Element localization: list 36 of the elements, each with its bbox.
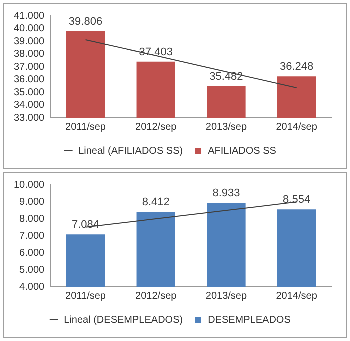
y-tick-label: 37.000 [14, 62, 46, 73]
legend-label: DESEMPLEADOS [208, 314, 292, 326]
legend-label: Lineal (AFILIADOS SS) [78, 146, 184, 157]
x-tick-label: 2014/sep [276, 122, 318, 133]
y-tick-label: 36.000 [14, 74, 46, 86]
y-tick-label: 8.000 [20, 214, 46, 225]
y-tick-label: 39.000 [14, 36, 46, 48]
data-label: 8.554 [283, 194, 311, 206]
data-label: 7.084 [72, 219, 100, 232]
legend-label: Lineal (DESEMPLEADOS) [64, 314, 184, 326]
x-tick-label: 2012/sep [136, 122, 178, 133]
y-tick-label: 40.000 [14, 24, 46, 34]
data-label: 37.403 [139, 46, 173, 58]
y-tick-label: 10.000 [14, 180, 46, 191]
data-label: 8.412 [142, 196, 170, 209]
x-tick-label: 2011/sep [66, 122, 106, 133]
y-tick-label: 35.000 [14, 87, 46, 98]
y-tick-label: 4.000 [20, 282, 46, 293]
y-tick-label: 6.000 [20, 248, 46, 259]
data-label: 35.482 [210, 70, 244, 83]
data-label: 36.248 [280, 61, 314, 74]
x-tick-label: 2013/sep [206, 122, 248, 133]
legend-label: AFILIADOS SS [208, 146, 277, 157]
y-tick-label: 7.000 [20, 230, 46, 242]
x-tick-label: 2013/sep [206, 290, 248, 302]
y-tick-label: 5.000 [20, 264, 46, 276]
data-label: 8.933 [212, 188, 240, 200]
x-tick-label: 2012/sep [136, 290, 178, 302]
y-tick-label: 41.000 [14, 10, 46, 22]
x-tick-label: 2011/sep [66, 290, 106, 302]
y-tick-label: 34.000 [14, 100, 46, 111]
y-tick-label: 33.000 [14, 112, 46, 124]
data-label: 39.806 [68, 16, 103, 28]
x-tick-label: 2014/sep [276, 290, 318, 302]
y-tick-label: 9.000 [20, 196, 46, 208]
y-tick-label: 38.000 [14, 49, 46, 60]
